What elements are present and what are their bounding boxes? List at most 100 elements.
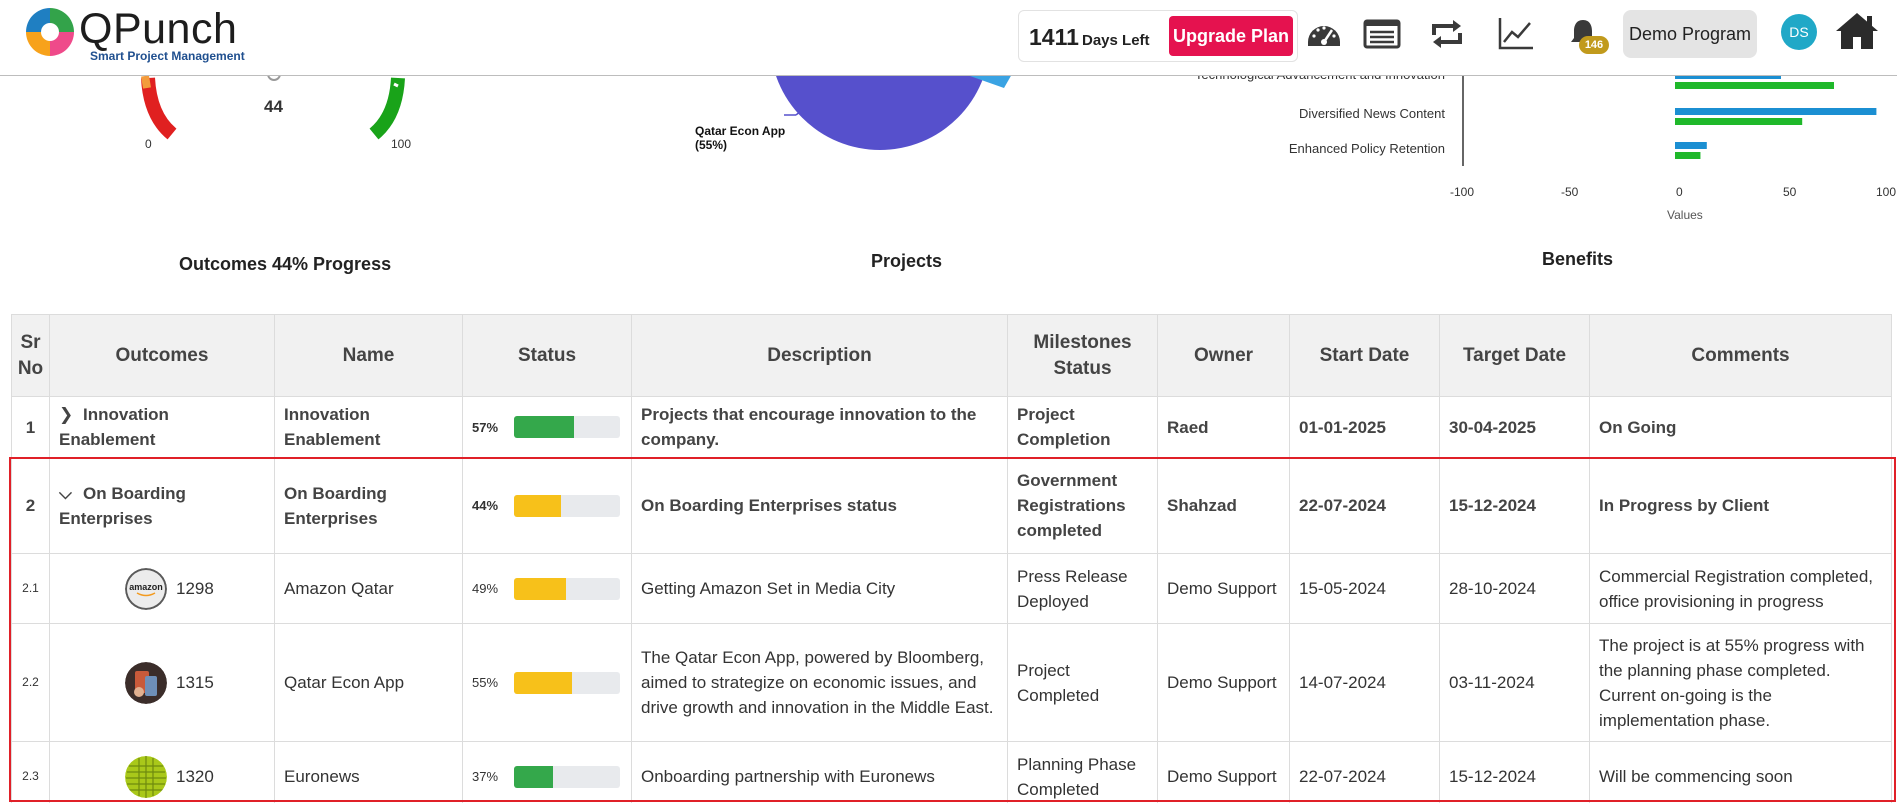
- upgrade-plan-button[interactable]: Upgrade Plan: [1169, 16, 1293, 56]
- progress-percent: 55%: [472, 675, 499, 690]
- dashboard-icon[interactable]: [1304, 14, 1344, 54]
- cell-sr: 1: [11, 396, 50, 458]
- header-status[interactable]: Status: [462, 314, 632, 397]
- outcomes-table: Sr No Outcomes Name Status Description M…: [11, 314, 1892, 803]
- cell-outcome: amazon 1298: [49, 553, 275, 624]
- outcome-id: 1315: [176, 673, 214, 692]
- cell-target-date: 28-10-2024: [1439, 553, 1590, 624]
- gauge-min-label: 0: [145, 137, 152, 151]
- gauge-orange-segment: [141, 76, 151, 89]
- table-row[interactable]: 2.3 1320 Euronews 37% Onboarding partner…: [11, 741, 1892, 803]
- progress-bar-fill: [514, 577, 566, 600]
- table-row[interactable]: 2.1 amazon 1298 Amazon Qatar 49% Getting…: [11, 553, 1892, 624]
- amazon-logo-thumbnail: amazon: [125, 567, 167, 610]
- progress-bar: [514, 577, 620, 600]
- header-description[interactable]: Description: [631, 314, 1008, 397]
- outcomes-table-container[interactable]: Sr No Outcomes Name Status Description M…: [11, 314, 1897, 803]
- cell-comments: On Going: [1589, 396, 1892, 458]
- cell-milestone: Government Registrations completed: [1007, 457, 1158, 554]
- cell-owner: Demo Support: [1157, 741, 1290, 803]
- progress-percent: 49%: [472, 581, 499, 596]
- progress-percent: 57%: [472, 419, 499, 435]
- outcomes-gauge: [141, 76, 405, 140]
- cell-start-date: 15-05-2024: [1289, 553, 1440, 624]
- benefits-bar: [1675, 82, 1834, 89]
- pie-label-name: Qatar Econ App: [695, 124, 786, 138]
- progress-percent: 37%: [472, 769, 499, 784]
- progress-bar-fill: [514, 494, 561, 517]
- list-icon[interactable]: [1362, 14, 1402, 54]
- cell-start-date: 22-07-2024: [1289, 457, 1440, 554]
- cell-comments: The project is at 55% progress with the …: [1589, 623, 1892, 742]
- trend-chart-icon[interactable]: [1496, 14, 1536, 54]
- outcome-label: Innovation Enablement: [59, 405, 169, 449]
- home-icon[interactable]: [1834, 10, 1880, 52]
- benefits-chart-title: Benefits: [1542, 249, 1614, 269]
- benefits-bar: [1675, 108, 1877, 115]
- qatar-econ-app-thumbnail: [125, 661, 167, 704]
- progress-bar-fill: [514, 416, 575, 438]
- pie-slice-qatar-econ-app: [776, 76, 984, 150]
- chevron-down-icon[interactable]: ⌵: [59, 483, 72, 503]
- progress-bar: [514, 765, 620, 788]
- brand-name: QPunch: [79, 5, 238, 53]
- benefits-bar: [1675, 118, 1803, 125]
- user-avatar[interactable]: DS: [1781, 14, 1817, 50]
- cell-outcome: ❯ Innovation Enablement: [49, 396, 275, 458]
- cell-sr: 2.2: [11, 623, 50, 742]
- brand-tagline: Smart Project Management: [90, 49, 245, 63]
- cell-target-date: 15-12-2024: [1439, 457, 1590, 554]
- cell-description: On Boarding Enterprises status: [631, 457, 1008, 554]
- svg-text:amazon: amazon: [129, 582, 163, 592]
- outcome-id: 1298: [176, 579, 214, 598]
- logo-mark-icon: [26, 8, 74, 56]
- program-selector-button[interactable]: Demo Program: [1623, 10, 1757, 58]
- cell-name: Innovation Enablement: [274, 396, 463, 458]
- pie-label-percent: (55%): [695, 138, 728, 152]
- cell-outcome: 1320: [49, 741, 275, 803]
- cell-owner: Demo Support: [1157, 553, 1290, 624]
- cell-description: Onboarding partnership with Euronews: [631, 741, 1008, 803]
- header-target-date[interactable]: Target Date: [1439, 314, 1590, 397]
- cell-description: The Qatar Econ App, powered by Bloomberg…: [631, 623, 1008, 742]
- header-milestones-status[interactable]: Milestones Status: [1007, 314, 1158, 397]
- cell-name: Qatar Econ App: [274, 623, 463, 742]
- progress-percent: 44%: [472, 498, 499, 513]
- header-owner[interactable]: Owner: [1157, 314, 1290, 397]
- cell-milestone: Project Completed: [1007, 623, 1158, 742]
- cell-comments: Commercial Registration completed, offic…: [1589, 553, 1892, 624]
- chevron-right-icon[interactable]: ❯: [59, 405, 74, 424]
- progress-bar-fill: [514, 671, 573, 694]
- cell-start-date: 01-01-2025: [1289, 396, 1440, 458]
- charts-strip: 44 0 100 Qatar Econ App (55%) Technologi…: [0, 67, 1897, 306]
- header-name[interactable]: Name: [274, 314, 463, 397]
- table-row[interactable]: 2.2 1315 Qatar Econ App 55% The Qatar Ec…: [11, 623, 1892, 742]
- benefits-tick: -50: [1561, 185, 1579, 199]
- header-outcomes[interactable]: Outcomes: [49, 314, 275, 397]
- cell-outcome: ⌵ On Boarding Enterprises: [49, 457, 275, 554]
- gauge-value: 44: [264, 97, 283, 116]
- header-start-date[interactable]: Start Date: [1289, 314, 1440, 397]
- header-comments[interactable]: Comments: [1589, 314, 1892, 397]
- header-sr-no[interactable]: Sr No: [11, 314, 50, 397]
- cell-milestone: Planning Phase Completed: [1007, 741, 1158, 803]
- benefits-tick: 100: [1876, 185, 1897, 199]
- progress-bar: [514, 494, 620, 517]
- euronews-thumbnail: [125, 755, 167, 798]
- cell-status: 55%: [462, 623, 632, 742]
- cell-description: Projects that encourage innovation to th…: [631, 396, 1008, 458]
- repeat-icon[interactable]: [1427, 14, 1467, 54]
- benefits-bar: [1675, 142, 1707, 149]
- table-row[interactable]: 1 ❯ Innovation Enablement Innovation Enab…: [11, 396, 1892, 458]
- notifications-button[interactable]: 146: [1563, 14, 1609, 54]
- gauge-red-segment: [141, 77, 177, 140]
- projects-pie: [776, 76, 1011, 150]
- cell-start-date: 22-07-2024: [1289, 741, 1440, 803]
- table-header-row: Sr No Outcomes Name Status Description M…: [11, 314, 1892, 397]
- cell-target-date: 30-04-2025: [1439, 396, 1590, 458]
- outcomes-chart-title: Outcomes 44% Progress: [179, 254, 392, 274]
- cell-owner: Raed: [1157, 396, 1290, 458]
- benefits-bar: [1675, 76, 1781, 79]
- cell-target-date: 03-11-2024: [1439, 623, 1590, 742]
- table-row[interactable]: 2 ⌵ On Boarding Enterprises On Boarding E…: [11, 457, 1892, 554]
